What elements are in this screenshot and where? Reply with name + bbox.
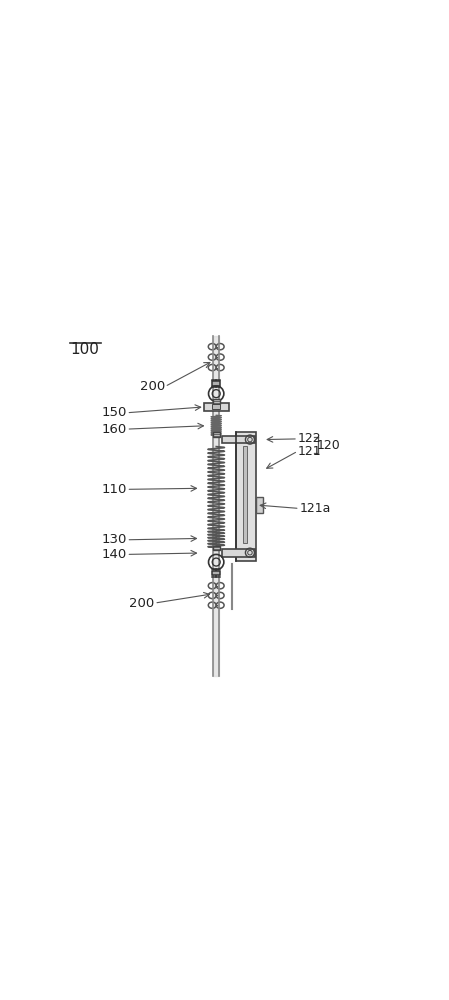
Bar xyxy=(222,436,255,443)
Bar xyxy=(243,446,247,543)
Text: 130: 130 xyxy=(101,533,127,546)
Text: 150: 150 xyxy=(101,406,127,419)
Text: 110: 110 xyxy=(101,483,127,496)
Bar xyxy=(213,432,220,437)
Text: 160: 160 xyxy=(101,423,127,436)
Bar xyxy=(236,432,256,561)
Bar xyxy=(213,399,220,404)
Bar xyxy=(212,571,220,575)
Text: 122: 122 xyxy=(298,432,321,445)
Text: 120: 120 xyxy=(317,439,340,452)
Bar xyxy=(212,404,220,409)
Text: 140: 140 xyxy=(101,548,127,561)
Text: 200: 200 xyxy=(140,380,165,393)
Bar xyxy=(213,546,220,550)
Bar xyxy=(256,497,264,513)
Text: 121: 121 xyxy=(298,445,321,458)
Text: 100: 100 xyxy=(70,342,99,357)
Bar xyxy=(222,549,255,557)
Bar xyxy=(204,403,229,411)
Bar xyxy=(212,381,220,386)
Text: 200: 200 xyxy=(129,597,154,610)
Text: 121a: 121a xyxy=(300,502,331,515)
